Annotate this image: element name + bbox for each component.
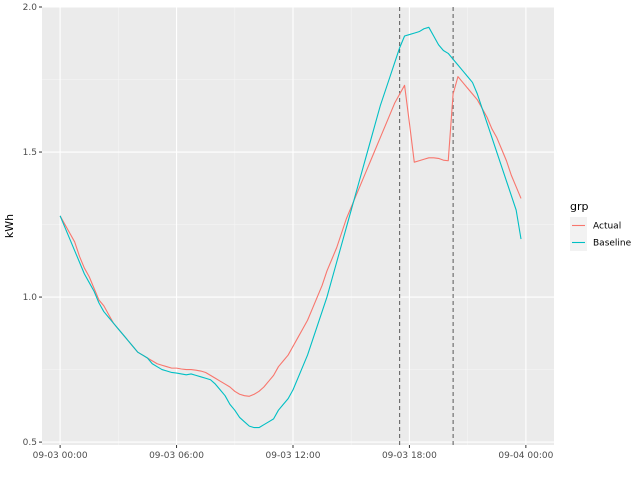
y-axis-title: kWh bbox=[3, 214, 16, 238]
x-tick-label: 09-03 00:00 bbox=[33, 451, 88, 461]
legend-label-actual: Actual bbox=[593, 222, 621, 232]
legend-label-baseline: Baseline bbox=[593, 239, 632, 249]
x-tick-label: 09-03 12:00 bbox=[266, 451, 321, 461]
grid-major bbox=[42, 6, 554, 445]
y-tick-label: 0.5 bbox=[23, 438, 37, 448]
series-lines bbox=[59, 26, 522, 429]
x-tick-label: 09-04 00:00 bbox=[498, 451, 553, 461]
x-axis: 09-03 00:00 09-03 06:00 09-03 12:00 09-03 1… bbox=[33, 445, 554, 461]
grid-minor bbox=[42, 7, 554, 445]
series-line-baseline bbox=[59, 26, 522, 429]
x-tick-label: 09-03 18:00 bbox=[382, 451, 437, 461]
reference-lines bbox=[399, 7, 454, 445]
y-tick-label: 1.0 bbox=[23, 293, 38, 303]
legend-keys: Actual Baseline bbox=[570, 217, 632, 251]
y-axis: 0.5 1.0 1.5 2.0 bbox=[23, 3, 42, 448]
y-tick-label: 1.5 bbox=[23, 148, 37, 158]
legend-title: grp bbox=[570, 200, 589, 213]
x-tick-label: 09-03 06:00 bbox=[149, 451, 204, 461]
y-tick-label: 2.0 bbox=[23, 3, 38, 13]
plot-panel bbox=[42, 7, 554, 445]
legend: grp Actual Baseline bbox=[570, 200, 632, 251]
